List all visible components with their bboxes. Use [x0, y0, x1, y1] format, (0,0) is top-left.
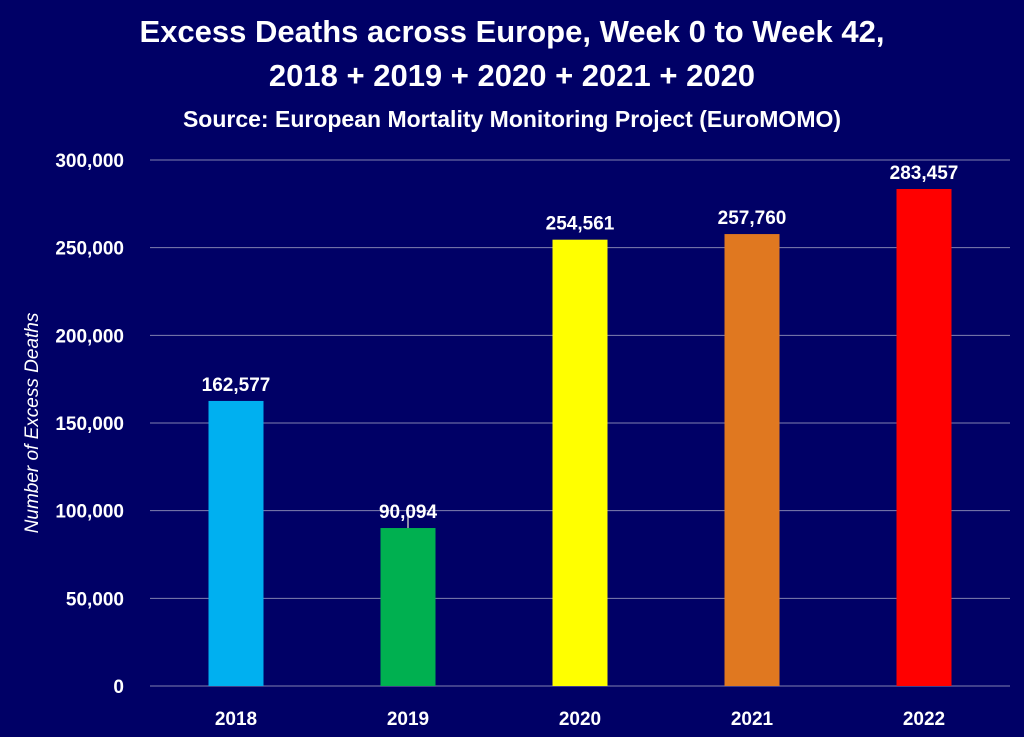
x-tick-label-2022: 2022	[903, 709, 945, 730]
x-axis-tick-labels: 2018 2019 2020 2021 2022	[215, 709, 945, 730]
bar-value-labels: 162,577 90,094 254,561 257,760 283,457	[202, 163, 959, 523]
y-axis-label: Number of Excess Deaths	[22, 312, 43, 533]
y-tick-label: 250,000	[55, 239, 124, 260]
chart-subtitle: Source: European Mortality Monitoring Pr…	[182, 106, 842, 132]
x-tick-label-2021: 2021	[731, 709, 774, 730]
bar-2020	[552, 239, 608, 686]
bar-2022	[896, 189, 952, 687]
x-tick-label-2020: 2020	[559, 709, 601, 730]
y-tick-label: 150,000	[55, 414, 124, 435]
x-tick-label-2019: 2019	[387, 709, 429, 730]
bar-value-label-2018: 162,577	[202, 375, 271, 396]
bar-2018	[208, 400, 264, 686]
y-tick-label: 0	[113, 677, 124, 698]
chart-title-line-2: 2018 + 2019 + 2020 + 2021 + 2020	[268, 58, 756, 93]
y-axis-tick-labels: 0 50,000 100,000 150,000 200,000 250,000 300,0…	[55, 151, 124, 698]
bar-value-label-2020: 254,561	[546, 214, 615, 235]
y-tick-label: 200,000	[55, 326, 124, 347]
bar-2019	[380, 528, 436, 686]
bar-value-label-2021: 257,760	[718, 208, 787, 229]
bar-2021	[724, 234, 780, 687]
y-tick-label: 100,000	[55, 502, 124, 523]
y-tick-label: 300,000	[55, 151, 124, 172]
bar-value-label-2022: 283,457	[890, 163, 959, 184]
bars	[208, 189, 952, 687]
y-tick-label: 50,000	[66, 589, 124, 610]
x-tick-label-2018: 2018	[215, 709, 257, 730]
bar-value-label-2019: 90,094	[379, 502, 438, 523]
chart-title-line-1: Excess Deaths across Europe, Week 0 to W…	[139, 14, 885, 49]
